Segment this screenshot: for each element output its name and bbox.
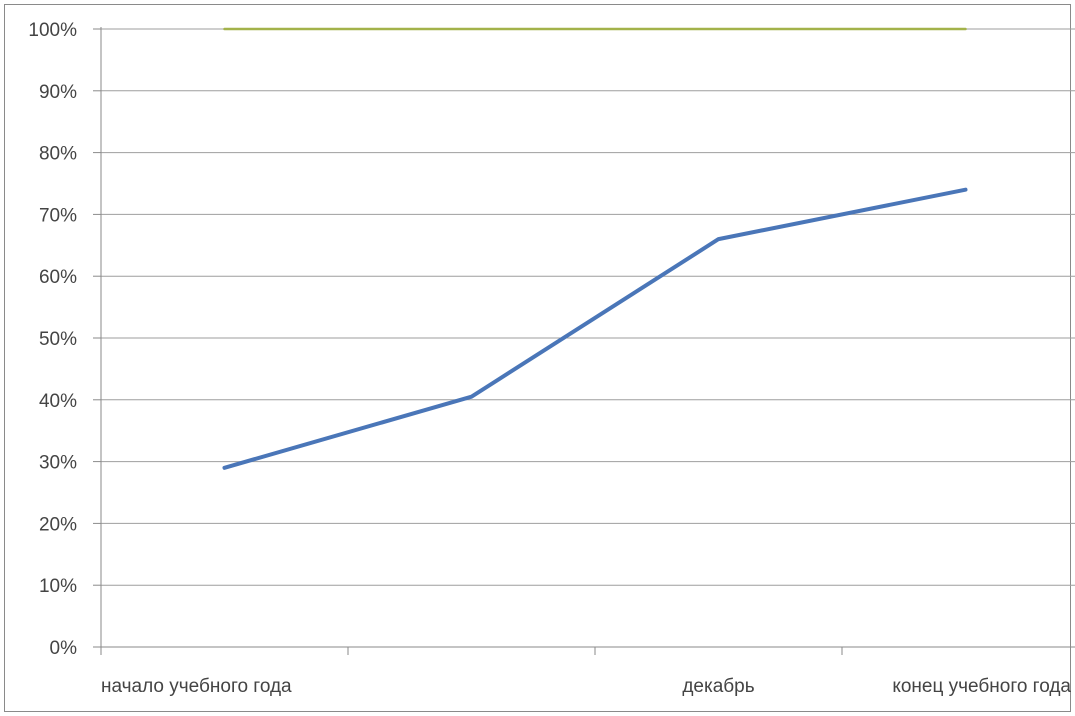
y-axis-ticks: 0% 10% 20% 30% 40% 50% 60% 70% 80% 90% 100%: [28, 20, 101, 659]
y-tick-label: 30%: [39, 453, 77, 474]
x-category-label: конец учебного года: [892, 676, 1071, 697]
y-tick-label: 80%: [39, 144, 77, 165]
y-tick-label: 100%: [28, 20, 77, 41]
y-tick-label: 50%: [39, 329, 77, 350]
y-tick-label: 90%: [39, 82, 77, 103]
y-tick-label: 40%: [39, 391, 77, 412]
gridlines: [101, 28, 1075, 586]
y-tick-label: 10%: [39, 576, 77, 597]
chart-frame: [4, 4, 1071, 712]
y-tick-label: 20%: [39, 514, 77, 535]
y-tick-label: 0%: [50, 638, 78, 659]
y-tick-label: 60%: [39, 267, 77, 288]
y-tick-label: 70%: [39, 205, 77, 226]
axes: [100, 27, 1075, 648]
x-category-label: начало учебного года: [101, 676, 292, 697]
series: [222, 27, 968, 470]
x-axis-ticks: начало учебного года декабрь конец учебног…: [100, 647, 1071, 697]
x-category-label: декабрь: [682, 676, 754, 697]
series-line-1: [222, 187, 968, 470]
